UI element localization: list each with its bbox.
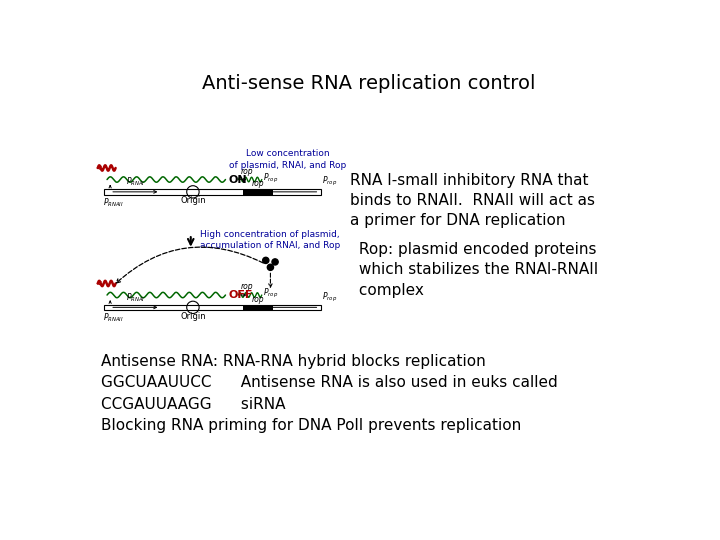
Text: Anti-sense RNA replication control: Anti-sense RNA replication control — [202, 74, 536, 93]
Bar — [243, 305, 273, 310]
FancyArrowPatch shape — [117, 247, 264, 283]
Text: Rop: plasmid encoded proteins
 which stabilizes the RNAI-RNAII
 complex: Rop: plasmid encoded proteins which stab… — [354, 242, 598, 298]
Text: rop: rop — [240, 167, 253, 176]
Text: rop: rop — [252, 179, 264, 188]
Text: High concentration of plasmid,
accumulation of RNAI, and Rop: High concentration of plasmid, accumulat… — [200, 230, 341, 251]
Bar — [104, 305, 321, 310]
Circle shape — [263, 257, 269, 264]
Text: Origin: Origin — [180, 196, 206, 205]
Text: $P_{rop}$: $P_{rop}$ — [323, 176, 338, 188]
Text: Low concentration
of plasmid, RNAI, and Rop: Low concentration of plasmid, RNAI, and … — [229, 150, 346, 170]
Text: rop: rop — [252, 295, 264, 304]
Text: $P_{RNAII}$: $P_{RNAII}$ — [103, 312, 124, 324]
Text: $P_{rop}$: $P_{rop}$ — [323, 291, 338, 304]
Text: $P_{RNAII}$: $P_{RNAII}$ — [103, 196, 124, 208]
Text: $P_{RNAI}$: $P_{RNAI}$ — [125, 292, 145, 304]
Text: $P_{rop}$: $P_{rop}$ — [264, 171, 279, 185]
Circle shape — [267, 264, 274, 271]
Text: $P_{RNAI}$: $P_{RNAI}$ — [125, 176, 145, 188]
Circle shape — [272, 259, 278, 265]
Text: OFF: OFF — [228, 290, 253, 300]
Bar — [104, 189, 321, 194]
Text: $P_{rop}$: $P_{rop}$ — [264, 287, 279, 300]
Text: ON: ON — [228, 174, 247, 185]
Text: rop: rop — [240, 282, 253, 291]
Text: Antisense RNA: RNA-RNA hybrid blocks replication
GGCUAAUUCC      Antisense RNA i: Antisense RNA: RNA-RNA hybrid blocks rep… — [101, 354, 557, 433]
Text: RNA I-small inhibitory RNA that
binds to RNAII.  RNAII will act as
a primer for : RNA I-small inhibitory RNA that binds to… — [350, 173, 595, 228]
Bar — [243, 189, 273, 194]
Text: Origin: Origin — [180, 312, 206, 321]
